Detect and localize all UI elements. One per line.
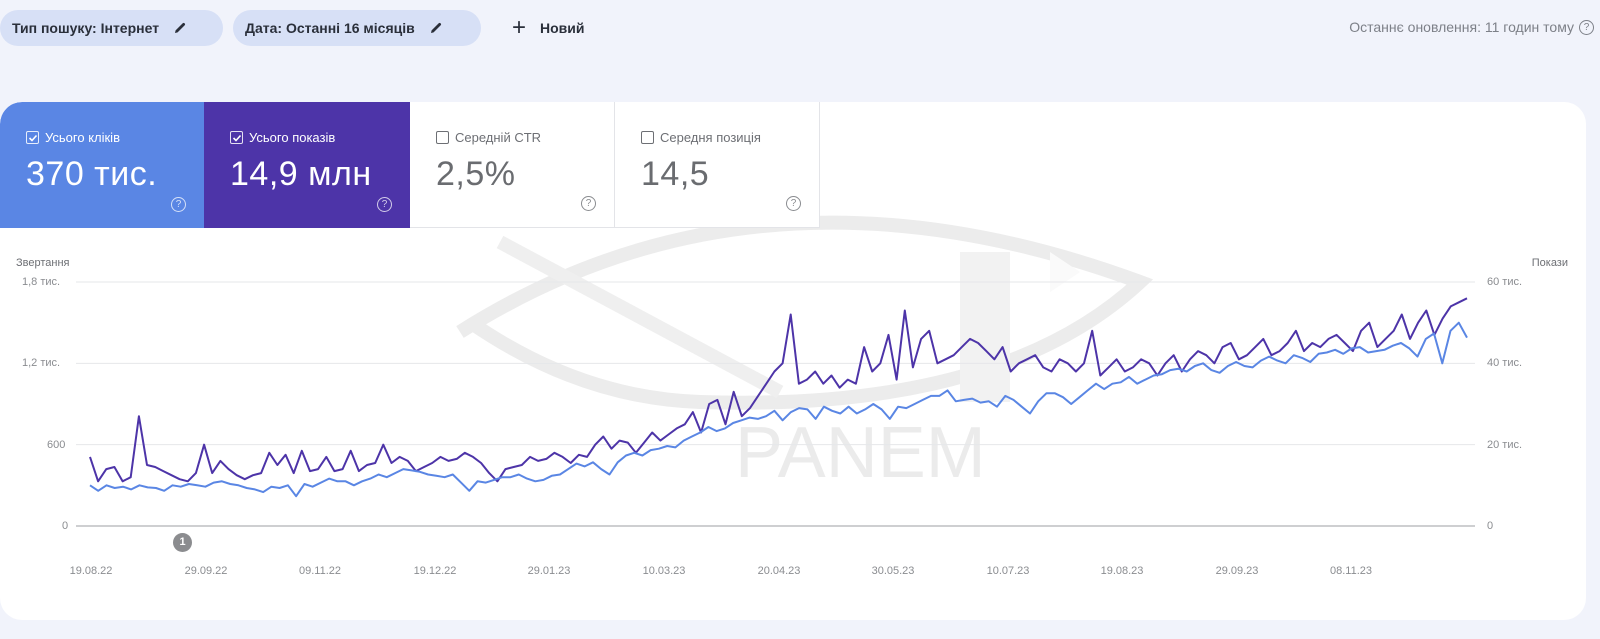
x-tick: 20.04.23 (757, 565, 801, 577)
date-filter-label: Дата: Останні 16 місяців (245, 20, 415, 36)
x-tick: 30.05.23 (871, 565, 915, 577)
x-tick: 10.03.23 (642, 565, 686, 577)
last-update-text: Останнє оновлення: 11 годин тому (1349, 19, 1574, 35)
x-tick: 29.09.23 (1215, 565, 1259, 577)
checkbox-checked-icon[interactable] (230, 131, 243, 144)
help-icon[interactable]: ? (581, 196, 596, 211)
new-filter-label: Новий (540, 20, 585, 36)
search-type-filter-label: Тип пошуку: Інтернет (12, 20, 160, 36)
annotation-marker[interactable]: 1 (173, 533, 192, 552)
help-icon[interactable]: ? (786, 196, 801, 211)
right-tick: 40 тис. (1487, 357, 1523, 369)
clicks-line (89, 321, 1468, 498)
x-tick: 08.11.23 (1329, 565, 1373, 577)
metric-card-position[interactable]: Середня позиція 14,5 ? (615, 102, 820, 228)
help-icon[interactable]: ? (377, 197, 392, 212)
left-tick: 600 (47, 439, 66, 451)
metric-value: 2,5% (436, 155, 516, 193)
metric-label: Усього кліків (45, 130, 120, 145)
date-filter-chip[interactable]: Дата: Останні 16 місяців (233, 10, 481, 46)
checkbox-unchecked-icon[interactable] (436, 131, 449, 144)
impressions-line (89, 297, 1468, 483)
pencil-icon (175, 22, 186, 33)
left-tick: 1,2 тис. (22, 357, 61, 369)
metric-value: 14,5 (641, 155, 710, 193)
x-tick: 09.11.22 (298, 565, 342, 577)
metric-card-impressions[interactable]: Усього показів 14,9 млн ? (204, 102, 410, 228)
left-tick: 0 (62, 520, 69, 532)
search-type-filter-chip[interactable]: Тип пошуку: Інтернет (0, 10, 223, 46)
new-filter-button[interactable]: + Новий (512, 10, 585, 46)
metric-label: Середня позиція (660, 130, 761, 145)
x-tick: 19.12.22 (413, 565, 457, 577)
last-update: Останнє оновлення: 11 годин тому ? (1349, 19, 1594, 35)
help-icon[interactable]: ? (171, 197, 186, 212)
x-tick: 10.07.23 (986, 565, 1030, 577)
filter-bar: Тип пошуку: Інтернет Дата: Останні 16 мі… (0, 10, 1600, 48)
metric-value: 14,9 млн (230, 155, 372, 193)
metric-value: 370 тис. (26, 155, 158, 193)
right-tick: 20 тис. (1487, 439, 1523, 451)
right-tick: 0 (1487, 520, 1494, 532)
x-tick: 29.01.23 (527, 565, 571, 577)
metric-card-ctr[interactable]: Середній CTR 2,5% ? (410, 102, 615, 228)
metric-label: Усього показів (249, 130, 336, 145)
plus-icon: + (512, 14, 527, 41)
left-tick: 1,8 тис. (22, 276, 61, 288)
x-tick: 19.08.23 (1100, 565, 1144, 577)
checkbox-unchecked-icon[interactable] (641, 131, 654, 144)
checkbox-checked-icon[interactable] (26, 131, 39, 144)
x-tick: 19.08.22 (69, 565, 113, 577)
metric-card-clicks[interactable]: Усього кліків 370 тис. ? (0, 102, 204, 228)
metric-label: Середній CTR (455, 130, 542, 145)
right-axis-title: Покази (1531, 257, 1568, 269)
right-tick: 60 тис. (1487, 276, 1523, 288)
left-axis-title: Звертання (16, 257, 70, 269)
metric-cards: Усього кліків 370 тис. ? Усього показів … (0, 102, 820, 228)
pencil-icon (430, 22, 441, 33)
x-tick: 29.09.22 (184, 565, 228, 577)
help-icon[interactable]: ? (1579, 19, 1594, 35)
